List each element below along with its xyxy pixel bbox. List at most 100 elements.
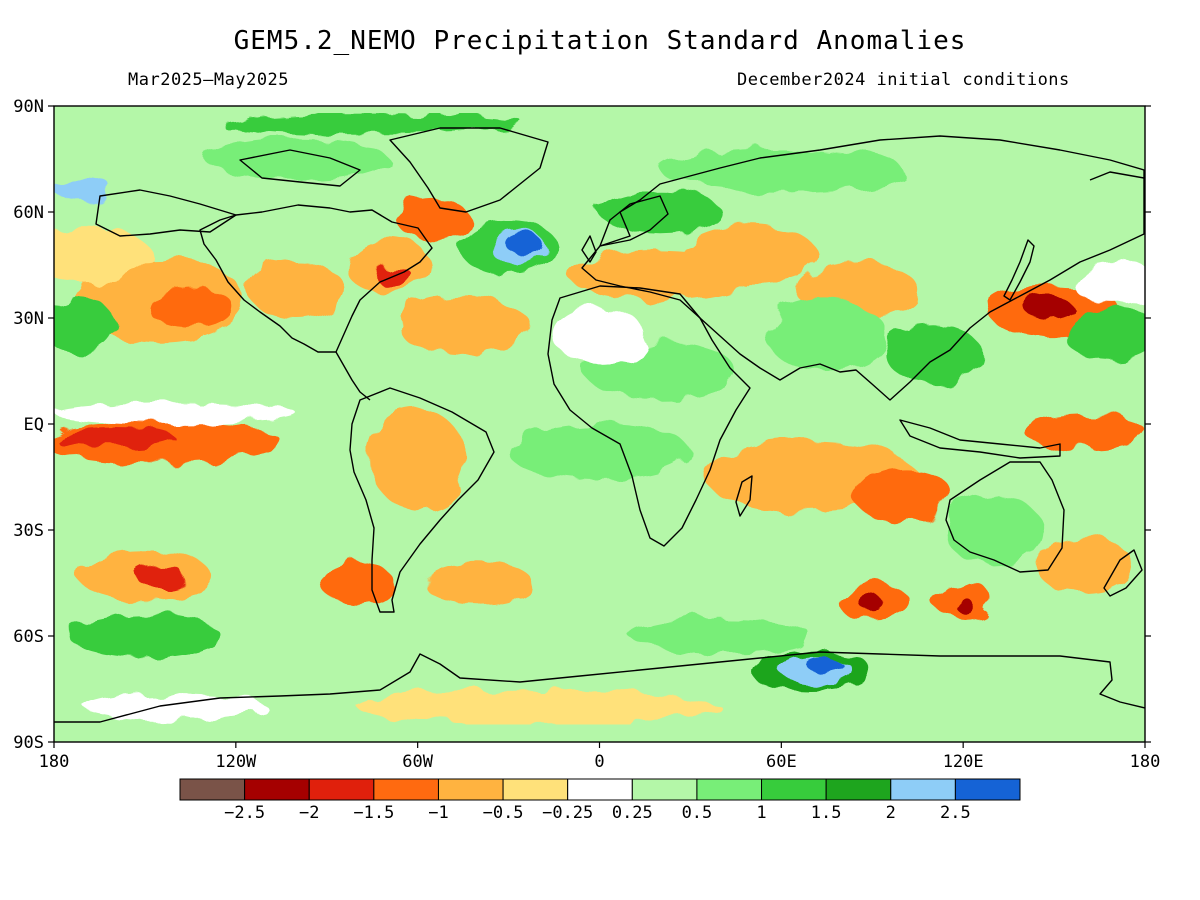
anomaly-region	[660, 148, 903, 191]
coastline-australia	[945, 461, 1065, 573]
lon-label: 180	[39, 752, 70, 772]
lat-label: 60N	[13, 203, 44, 223]
anomaly-region	[247, 261, 345, 318]
colorbar-label: −0.5	[483, 803, 524, 823]
anomaly-region	[320, 561, 394, 605]
lon-label: 120W	[215, 752, 257, 772]
map-field	[54, 106, 1145, 742]
coastline-chukotka	[1089, 171, 1145, 181]
coastline-japan	[1003, 239, 1035, 301]
coastline-central-america	[335, 351, 371, 401]
colorbar-swatch	[567, 778, 633, 801]
lon-label: 180	[1130, 752, 1161, 772]
coastline-arctic-islands	[239, 149, 361, 187]
coastline-madagascar	[735, 475, 753, 517]
anomaly-region	[684, 226, 818, 283]
colorbar-swatch	[890, 778, 956, 801]
anomaly-field	[54, 113, 1145, 725]
colorbar-swatch	[761, 778, 827, 801]
anomaly-region	[854, 466, 952, 523]
anomaly-region	[54, 296, 115, 354]
coastline-new-zealand	[1103, 549, 1143, 597]
colorbar-label: −2.5	[224, 803, 265, 823]
colorbar: −2.5 −2 −1.5 −1 −0.5 −0.25 0.25 0.5 1 1.5 2 2.5	[179, 778, 1021, 823]
anomaly-region	[396, 296, 530, 354]
colorbar-label: 0.25	[612, 803, 653, 823]
colorbar-label: 2.5	[940, 803, 971, 823]
anomaly-region	[54, 402, 297, 424]
coastline-north-america	[199, 204, 433, 353]
anomaly-region	[54, 427, 176, 449]
anomaly-region	[69, 614, 221, 658]
colorbar-label: −1.5	[353, 803, 394, 823]
axis-ticks	[48, 105, 1151, 748]
anomaly-region	[954, 597, 973, 612]
lon-label: 60E	[766, 752, 797, 772]
anomaly-region	[54, 226, 151, 283]
anomaly-region	[599, 190, 721, 234]
anomaly-region	[508, 424, 691, 481]
anomaly-region	[54, 180, 115, 202]
lon-label: 0	[594, 752, 604, 772]
anomaly-region	[220, 113, 524, 135]
anomaly-region	[944, 494, 1042, 566]
lat-label: 90S	[13, 733, 44, 753]
colorbar-swatch	[954, 778, 1021, 801]
coastlines	[54, 127, 1145, 723]
anomaly-region	[375, 265, 412, 287]
coastline-greenland	[389, 127, 549, 213]
anomaly-region	[505, 233, 542, 255]
colorbar-label: −1	[428, 803, 448, 823]
anomaly-region	[147, 286, 233, 329]
lat-label: 90N	[13, 97, 44, 117]
coastline-south-america	[349, 387, 495, 613]
anomaly-region	[860, 597, 885, 612]
colorbar-swatch	[373, 778, 439, 801]
lat-label: 30S	[13, 521, 44, 541]
anomaly-region	[1066, 307, 1145, 364]
colorbar-label: 0.5	[682, 803, 713, 823]
colorbar-swatch	[437, 778, 504, 801]
anomaly-region	[135, 565, 185, 587]
longitude-labels: 180 120W 60W 0 60E 120E 180	[39, 752, 1161, 772]
coastline-alaska	[95, 189, 237, 237]
colorbar-swatch	[631, 778, 698, 801]
colorbar-swatch	[179, 778, 246, 801]
lat-label: EQ	[24, 415, 44, 435]
colorbar-label: 1.5	[811, 803, 842, 823]
anomaly-region	[766, 300, 888, 371]
colorbar-swatch	[244, 778, 310, 801]
coastline-antarctica	[54, 651, 1145, 723]
coastline-indonesia	[899, 419, 1061, 459]
anomaly-region	[1023, 296, 1073, 318]
forecast-period: Mar2025–May2025	[128, 70, 290, 90]
lat-label: 60S	[13, 627, 44, 647]
coastline-scandinavia	[599, 195, 669, 247]
lat-label: 30N	[13, 309, 44, 329]
anomaly-region	[629, 618, 812, 654]
lon-label: 120E	[943, 752, 984, 772]
colorbar-swatch	[696, 778, 763, 801]
colorbar-label: 1	[756, 803, 766, 823]
lon-label: 60W	[402, 752, 433, 772]
anomaly-region	[396, 197, 470, 241]
map-title: GEM5.2_NEMO Precipitation Standard Anoma…	[233, 26, 967, 56]
anomaly-region	[1072, 261, 1145, 304]
colorbar-label: −0.25	[542, 803, 593, 823]
initial-conditions: December2024 initial conditions	[737, 70, 1070, 90]
latitude-labels: 90N 60N 30N EQ 30S 60S 90S	[13, 97, 44, 753]
anomaly-region	[357, 689, 721, 725]
anomaly-region	[423, 561, 533, 605]
colorbar-label: −2	[299, 803, 319, 823]
anomaly-region	[805, 657, 842, 672]
colorbar-swatch	[825, 778, 892, 801]
anomaly-region	[884, 325, 982, 382]
coastline-eurasia	[581, 135, 1145, 401]
anomaly-region	[1023, 413, 1145, 449]
anomaly-region	[205, 137, 388, 181]
anomaly-region	[369, 409, 467, 509]
coastline-uk	[581, 235, 597, 263]
colorbar-label: 2	[886, 803, 896, 823]
anomaly-region	[554, 307, 645, 364]
